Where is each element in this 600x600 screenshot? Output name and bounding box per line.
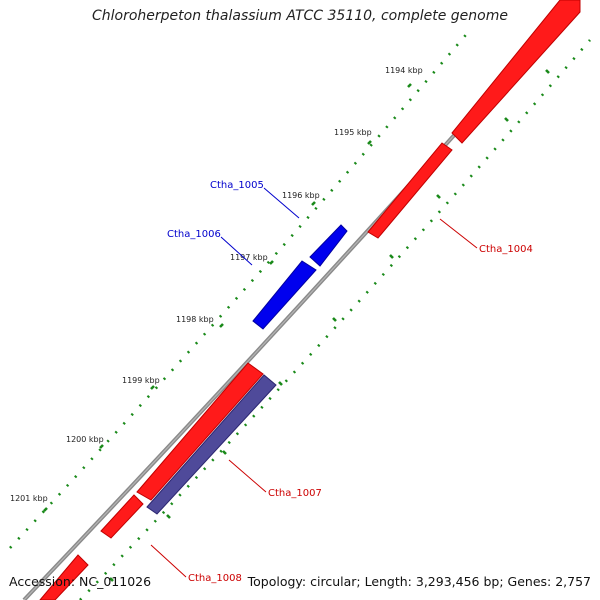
gene-arrow-ctha-1007 <box>136 362 264 501</box>
map-title: Chloroherpeton thalassium ATCC 35110, co… <box>92 8 508 24</box>
tick-label-1199: 1199 kbp <box>122 376 160 385</box>
gene-arrow-bottom <box>39 554 89 600</box>
leader-ctha-1004 <box>439 218 478 249</box>
leader-ctha-1007 <box>228 459 267 493</box>
tick-label-1196: 1196 kbp <box>282 191 320 200</box>
gene-label-ctha-1007: Ctha_1007 <box>268 488 322 499</box>
gene-label-ctha-1006: Ctha_1006 <box>167 229 221 240</box>
tick-label-1197: 1197 kbp <box>230 253 268 262</box>
tick-label-1198: 1198 kbp <box>176 315 214 324</box>
tick-label-1201: 1201 kbp <box>10 494 48 503</box>
gene-label-ctha-1005: Ctha_1005 <box>210 180 264 191</box>
inner-major-ticks <box>109 69 550 582</box>
leader-ctha-1005 <box>263 187 300 219</box>
genome-summary-text: Topology: circular; Length: 3,293,456 bp… <box>247 574 591 589</box>
outer-tick-track <box>9 29 471 549</box>
inner-tick-track <box>79 39 591 600</box>
accession-text: Accession: NC_011026 <box>9 574 152 589</box>
leader-ctha-1006 <box>220 236 253 266</box>
outer-major-ticks <box>43 83 412 512</box>
gene-arrow-ctha-1005 <box>309 224 348 267</box>
gene-arrow-ctha-1006 <box>252 260 317 330</box>
gene-arrow-purple <box>146 374 277 515</box>
gene-label-ctha-1004: Ctha_1004 <box>479 244 533 255</box>
tick-label-1194: 1194 kbp <box>385 66 423 75</box>
tick-label-1200: 1200 kbp <box>66 435 104 444</box>
tick-label-1195: 1195 kbp <box>334 128 372 137</box>
leader-ctha-1008 <box>150 544 187 578</box>
gene-arrow-ctha-1004 <box>367 142 453 239</box>
gene-label-ctha-1008: Ctha_1008 <box>188 573 242 584</box>
gene-arrow-red-top <box>451 0 581 144</box>
gene-arrow-ctha-1008-a <box>100 494 144 539</box>
